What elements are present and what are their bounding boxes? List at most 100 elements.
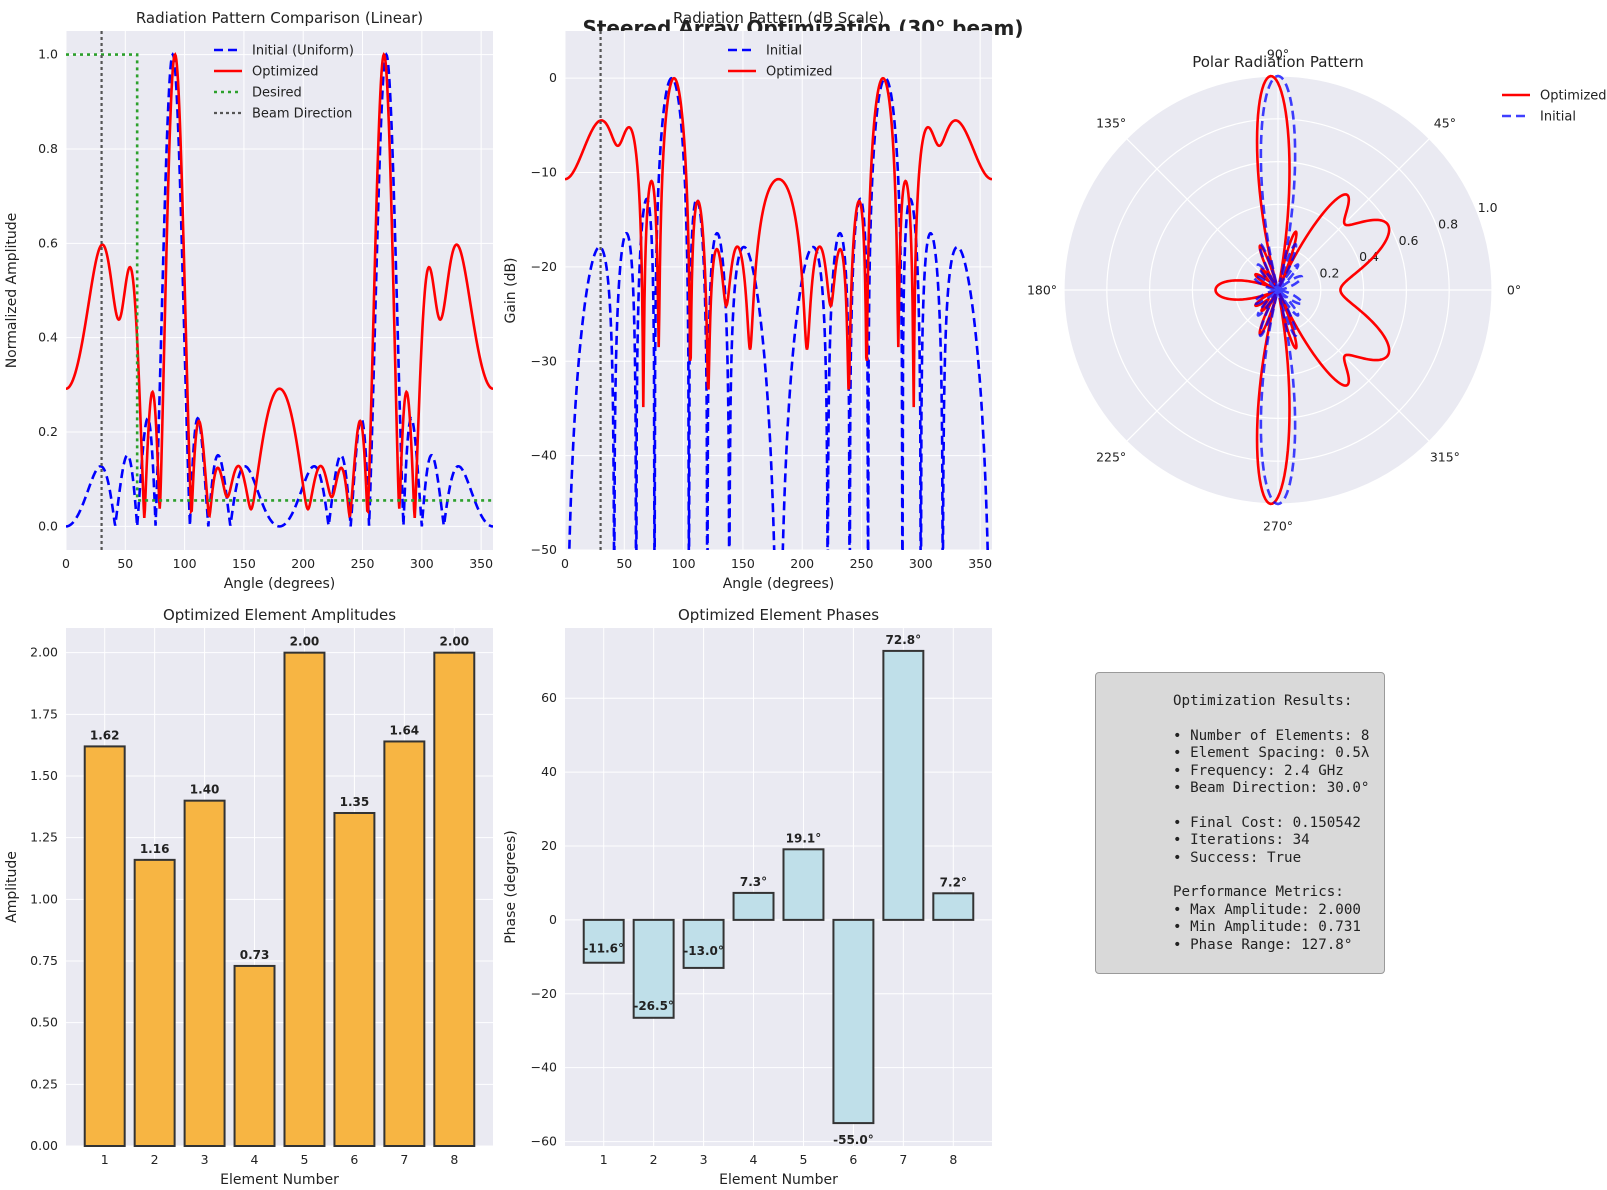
amp-x-tick-label: 5 — [300, 1152, 308, 1167]
amp-bar — [283, 651, 326, 1148]
linear-x-tick-label: 150 — [232, 556, 256, 571]
db-title: Radiation Pattern (dB Scale) — [673, 9, 884, 27]
linear-y-tick-label: 1.0 — [38, 47, 58, 62]
phase-bar — [882, 649, 925, 921]
linear-y-tick-label: 0.6 — [38, 235, 58, 250]
phase-bar — [932, 892, 975, 921]
db-plot-area — [565, 31, 992, 550]
phase-bar-value-label: 19.1° — [786, 831, 822, 845]
linear-y-tick-label: 0.4 — [38, 330, 58, 345]
phase-x-tick-label: 7 — [899, 1152, 907, 1167]
phase-y-tick-label: −20 — [531, 986, 557, 1001]
polar-angle-tick-label: 90° — [1267, 47, 1289, 62]
db-x-tick-label: 150 — [731, 556, 755, 571]
amp-y-tick-label: 0.50 — [30, 1015, 58, 1030]
amp-bar-value-label: 2.00 — [290, 635, 320, 649]
amp-x-tick-label: 3 — [201, 1152, 209, 1167]
db-y-tick-label: −30 — [531, 353, 557, 368]
db-y-axis-label: Gain (dB) — [503, 257, 519, 323]
polar-angle-tick-label: 45° — [1434, 116, 1456, 131]
polar-angle-tick-label: 270° — [1263, 519, 1293, 534]
linear-legend-label: Optimized — [252, 65, 319, 80]
linear-x-axis-label: Angle (degrees) — [224, 576, 336, 592]
phase-bar-value-label: -26.5° — [633, 999, 674, 1013]
linear-x-tick-label: 300 — [410, 556, 434, 571]
amp-bar-value-label: 1.40 — [190, 783, 220, 797]
amp-x-tick-label: 1 — [101, 1152, 109, 1167]
linear-series-desired — [66, 53, 493, 502]
phase-x-tick-label: 8 — [949, 1152, 957, 1167]
db-x-tick-label: 200 — [790, 556, 814, 571]
amp-bar-value-label: 2.00 — [439, 635, 469, 649]
phase-bar — [832, 918, 875, 1125]
db-legend-label: Optimized — [766, 65, 833, 80]
amp-y-tick-label: 1.00 — [30, 891, 58, 906]
phase-bar — [782, 848, 825, 921]
polar-series-optimized — [1214, 74, 1391, 506]
amp-bar — [433, 651, 476, 1148]
phase-y-tick-label: 40 — [541, 764, 557, 779]
phase-x-tick-label: 1 — [600, 1152, 608, 1167]
polar-pattern-panel: 0.2 0.4 0.6 0.8 1.0 0° 45° 90° 135° 180° 225° 270° 3… — [1027, 47, 1607, 534]
optimization-results-box: Optimization Results: • Number of Elemen… — [1095, 672, 1385, 974]
amplitude-bar-panel: 0.00 0.25 0.50 0.75 1.00 1.25 1.50 1.75 2.00 Opti… — [4, 606, 493, 1188]
amp-y-axis-label: Amplitude — [4, 851, 20, 923]
db-y-tick-label: −10 — [531, 165, 557, 180]
polar-angle-tick-label: 135° — [1096, 116, 1126, 131]
linear-y-axis-label: Normalized Amplitude — [4, 213, 20, 369]
db-x-tick-label: 50 — [616, 556, 632, 571]
amp-x-axis-label: Element Number — [220, 1172, 339, 1188]
polar-angle-gridline — [1277, 138, 1430, 291]
db-x-tick-label: 350 — [968, 556, 992, 571]
linear-series — [66, 31, 493, 550]
phase-y-tick-label: −60 — [531, 1134, 557, 1149]
db-x-axis-label: Angle (degrees) — [723, 576, 835, 592]
phase-x-axis-label: Element Number — [719, 1172, 838, 1188]
phase-bar — [582, 918, 625, 964]
db-x-tick-label: 0 — [561, 556, 569, 571]
linear-gridlines — [65, 31, 493, 550]
phase-x-tick-label: 6 — [849, 1152, 857, 1167]
phase-y-tick-label: 0 — [549, 912, 557, 927]
polar-r-tick-label: 0.6 — [1399, 233, 1419, 248]
linear-x-tick-label: 250 — [351, 556, 375, 571]
phase-bar-value-label: 7.2° — [940, 875, 967, 889]
phase-bar-panel: −60 −40 −20 0 20 40 60 Optimized Element Phases… — [503, 606, 992, 1188]
linear-series-initial — [66, 52, 493, 528]
amp-bar — [333, 812, 376, 1147]
phase-y-axis-label: Phase (degrees) — [503, 830, 519, 944]
linear-x-tick-label: 100 — [173, 556, 197, 571]
phase-x-tick-label: 2 — [650, 1152, 658, 1167]
linear-y-tick-label: 0.8 — [38, 141, 58, 156]
linear-x-tick-label: 0 — [62, 556, 70, 571]
db-y-tick-label: 0 — [549, 70, 557, 85]
amp-bar-value-label: 1.62 — [90, 728, 120, 742]
db-y-tick-label: −40 — [531, 448, 557, 463]
polar-angle-tick-label: 315° — [1430, 449, 1460, 464]
amp-y-tick-label: 1.75 — [30, 706, 58, 721]
amp-bar — [233, 964, 276, 1148]
amp-x-tick-label: 4 — [251, 1152, 259, 1167]
db-x-tick-label: 250 — [850, 556, 874, 571]
polar-angle-gridline — [1277, 289, 1430, 442]
linear-legend-label: Beam Direction — [252, 107, 352, 122]
amp-x-tick-label: 7 — [400, 1152, 408, 1167]
polar-angle-tick-label: 180° — [1027, 283, 1057, 298]
amp-y-tick-label: 2.00 — [30, 645, 58, 660]
amp-bar — [383, 740, 426, 1147]
amp-y-tick-label: 0.75 — [30, 953, 58, 968]
phase-bar-value-label: -11.6° — [583, 941, 624, 955]
linear-y-tick-label: 0.2 — [38, 424, 58, 439]
polar-angle-tick-label: 225° — [1096, 449, 1126, 464]
phase-bar — [632, 918, 675, 1019]
db-pattern-panel: 0 50 100 150 200 250 300 350 −50 −40 −30 −20 −10 0 Rad… — [503, 9, 992, 592]
db-series — [565, 31, 992, 550]
phase-bar-value-label: -55.0° — [833, 1133, 874, 1147]
amp-bar-value-label: 1.64 — [390, 723, 420, 737]
phase-x-tick-label: 5 — [799, 1152, 807, 1167]
phase-y-tick-label: 60 — [541, 690, 557, 705]
amp-plot-area — [66, 628, 493, 1146]
amp-bar — [183, 799, 226, 1148]
polar-angle-gridline — [1126, 289, 1279, 442]
